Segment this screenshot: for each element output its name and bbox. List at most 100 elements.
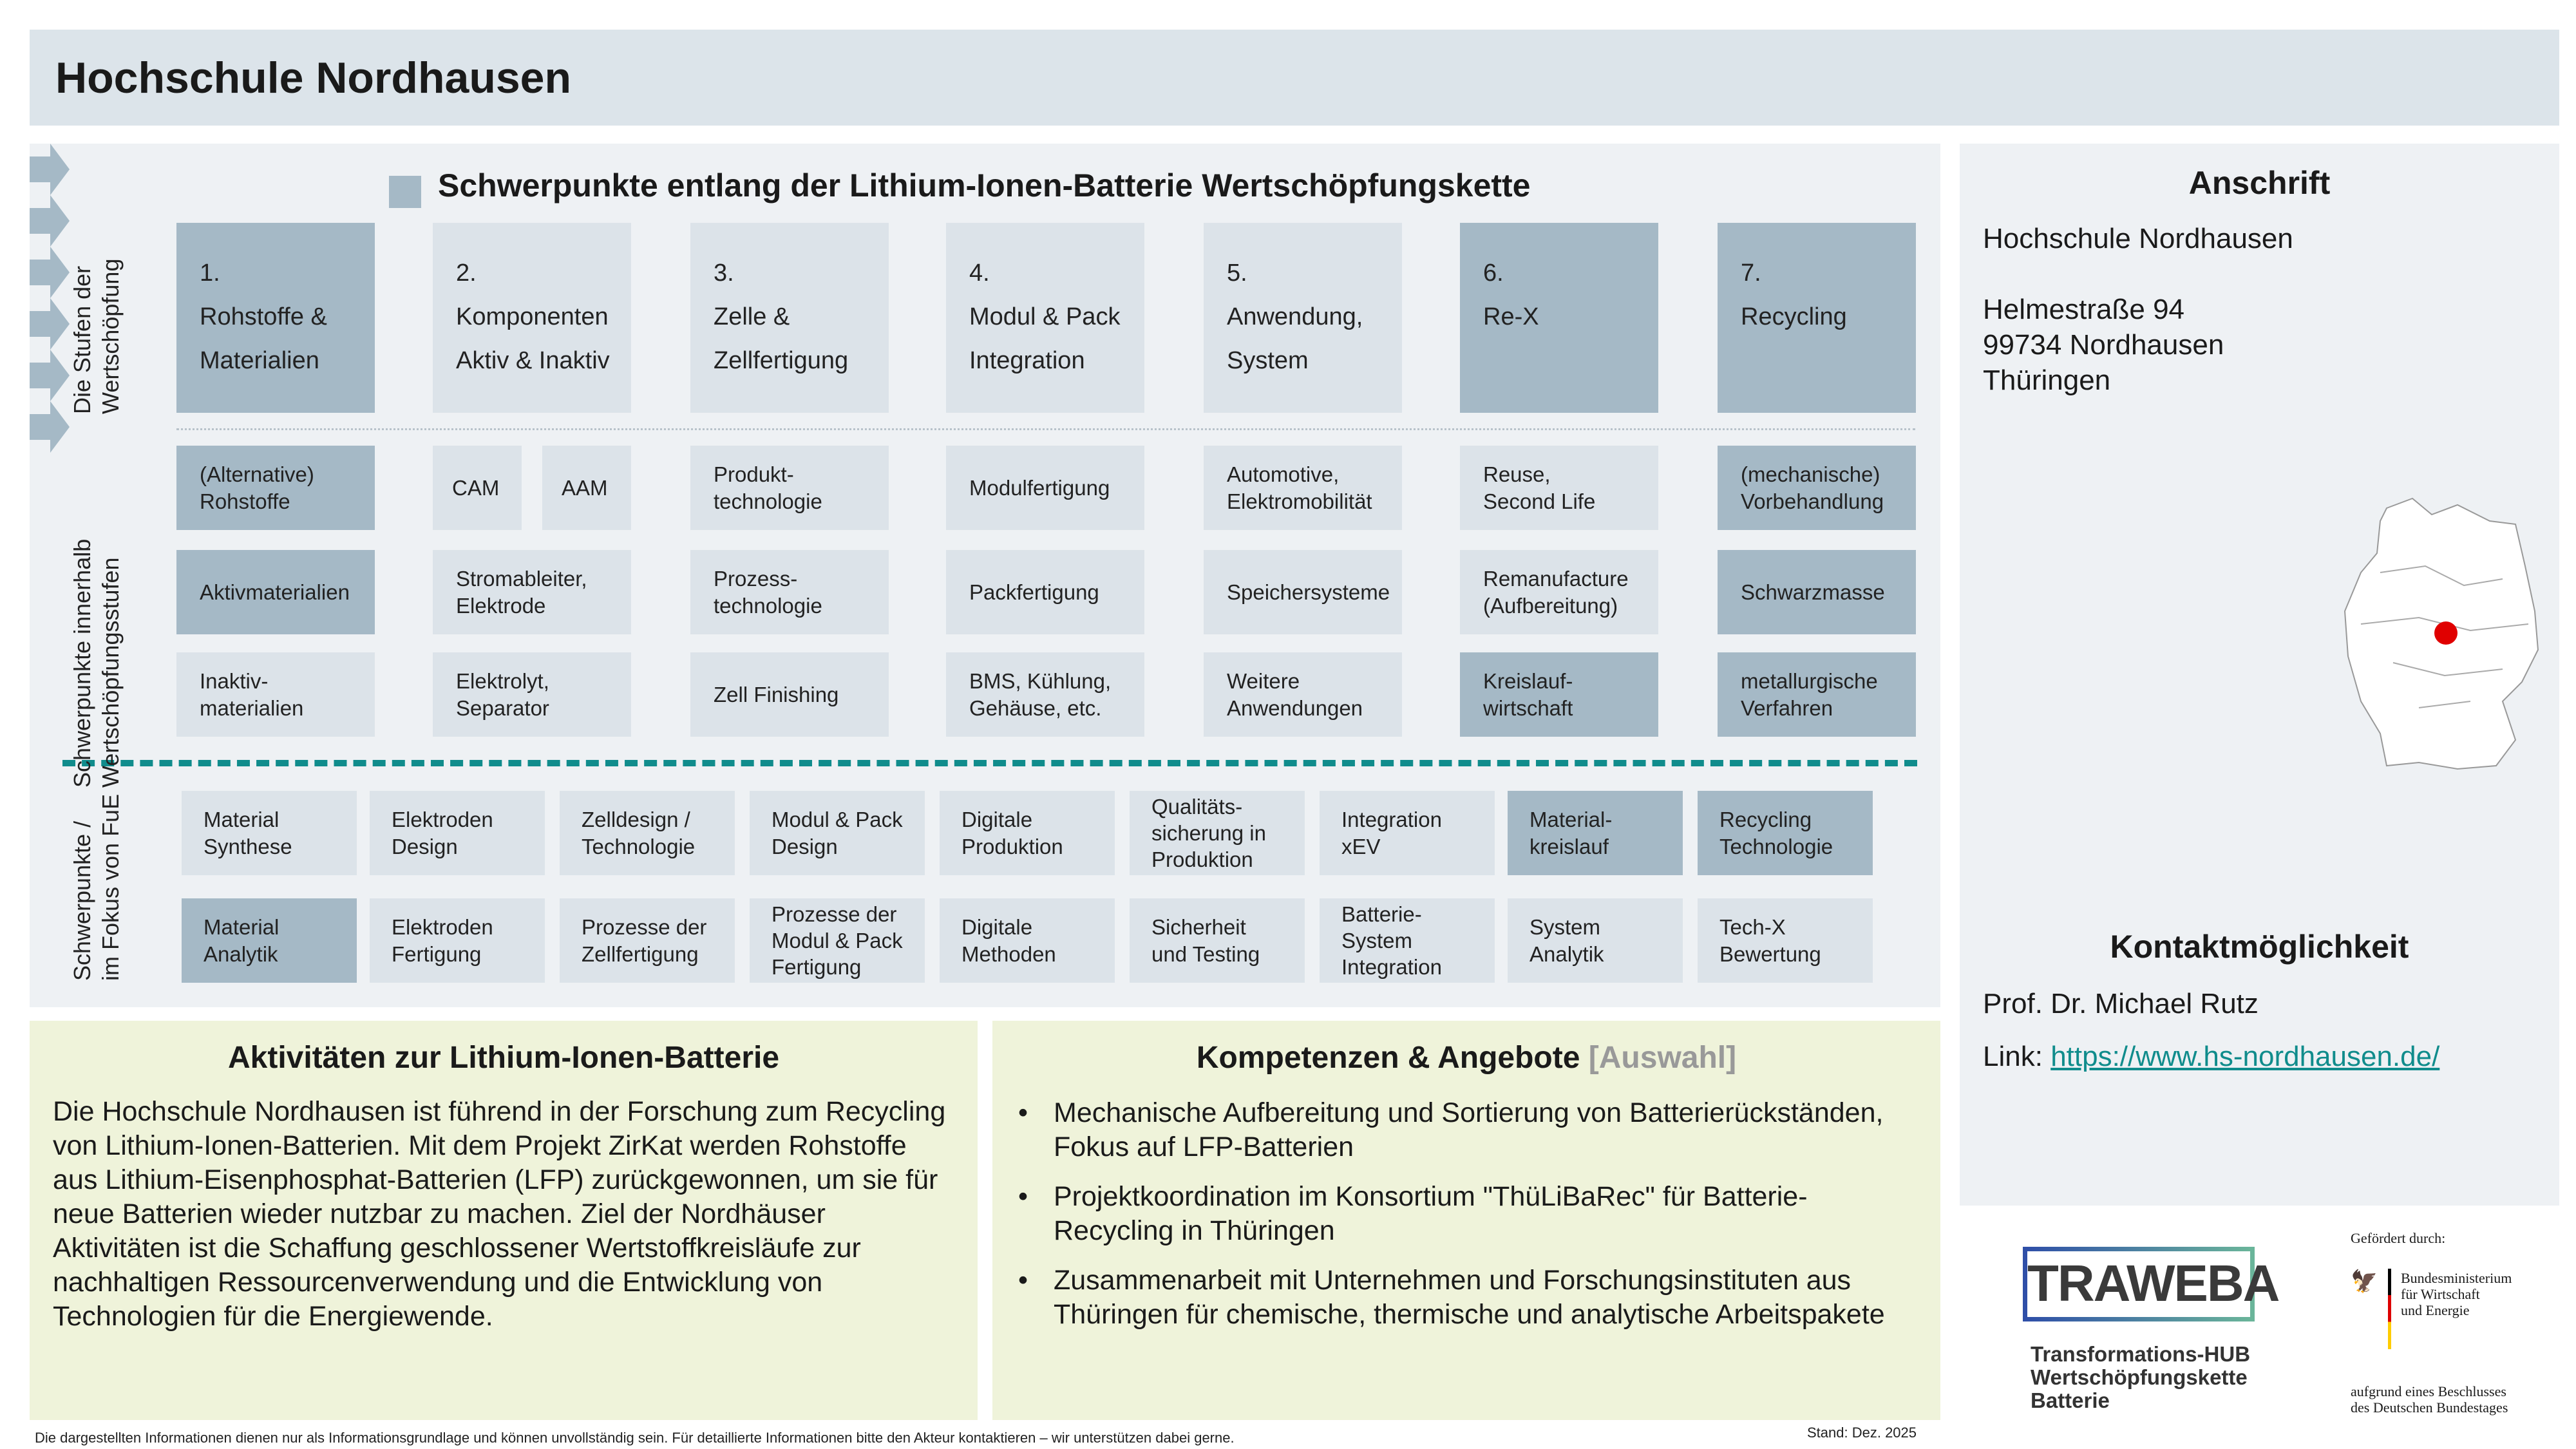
focus-text: Modulfertigung xyxy=(969,475,1110,500)
focus-text: Speichersysteme xyxy=(1227,580,1390,604)
focus-text: Reuse, Second Life xyxy=(1483,462,1596,513)
focus-box: Inaktiv- materialien xyxy=(176,652,375,737)
stage-box: 6. Re-X xyxy=(1460,223,1658,413)
fue-box: Qualitäts- sicherung in Produktion xyxy=(1130,791,1305,875)
stage-box: 3. Zelle & Zellfertigung xyxy=(690,223,889,413)
focus-box: Automotive, Elektromobilität xyxy=(1204,446,1402,530)
focus-box: BMS, Kühlung, Gehäuse, etc. xyxy=(946,652,1144,737)
contact-person: Prof. Dr. Michael Rutz xyxy=(1983,988,2259,1019)
stage-line: Zelle & xyxy=(714,303,790,330)
fue-text: Elektroden Fertigung xyxy=(392,915,493,966)
focus-text: Elektrolyt, Separator xyxy=(456,669,549,720)
focus-text: (Alternative) Rohstoffe xyxy=(200,462,314,513)
fue-divider xyxy=(62,760,1917,766)
stage-line: Recycling xyxy=(1741,303,1847,330)
fue-box: Prozesse der Zellfertigung xyxy=(560,898,735,983)
decision-line: aufgrund eines Beschlusses xyxy=(2351,1383,2506,1399)
flag-bar xyxy=(2388,1269,2391,1349)
stage-number: 2. xyxy=(456,260,477,287)
side-label: Schwerpunkte / im Fokus von FuE xyxy=(69,793,124,981)
stage-divider xyxy=(176,428,1915,430)
contact-title: Kontaktmöglichkeit xyxy=(2110,929,2409,965)
activities-text: Die Hochschule Nordhausen ist führend in… xyxy=(53,1096,946,1332)
fue-box: Tech-X Bewertung xyxy=(1698,898,1873,983)
focus-text: Packfertigung xyxy=(969,580,1099,604)
traweba-sub: Wertschöpfungskette xyxy=(2031,1365,2248,1389)
fue-box: Zelldesign / Technologie xyxy=(560,791,735,875)
website-link[interactable]: https://www.hs-nordhausen.de/ xyxy=(2050,1041,2440,1072)
side-label: Schwerpunkte innerhalb Wertschöpfungsstu… xyxy=(69,538,124,788)
fue-text: Zelldesign / Technologie xyxy=(582,808,696,858)
stage-line: Integration xyxy=(969,347,1085,374)
focus-text: Remanufacture (Aufbereitung) xyxy=(1483,567,1629,618)
fue-box: Recycling Technologie xyxy=(1698,791,1873,875)
arrow-right-icon xyxy=(30,144,70,195)
ministry-line: und Energie xyxy=(2401,1302,2470,1318)
focus-box: Produkt- technologie xyxy=(690,446,889,530)
focus-text: Inaktiv- materialien xyxy=(200,669,304,720)
stage-number: 6. xyxy=(1483,260,1504,287)
fue-text: Qualitäts- sicherung in Produktion xyxy=(1151,794,1266,872)
competences-title: Kompetenzen & Angebote xyxy=(1196,1041,1580,1075)
disclaimer: Die dargestellten Informationen dienen n… xyxy=(35,1430,1235,1446)
stage-box: 5. Anwendung, System xyxy=(1204,223,1402,413)
stage-number: 4. xyxy=(969,260,990,287)
arrow-right-icon xyxy=(30,298,70,350)
fue-text: Material- kreislauf xyxy=(1530,808,1613,858)
fue-box: Modul & Pack Design xyxy=(750,791,925,875)
stage-box: 4. Modul & Pack Integration xyxy=(946,223,1144,413)
stage-box: 7. Recycling xyxy=(1718,223,1916,413)
fue-box: Integration xEV xyxy=(1320,791,1495,875)
focus-text: BMS, Kühlung, Gehäuse, etc. xyxy=(969,669,1112,720)
chain-grid: Die Stufen der Wertschöpfung Schwerpunkte… xyxy=(30,144,1940,983)
focus-text: Prozess- technologie xyxy=(714,567,822,618)
focus-box: Reuse, Second Life xyxy=(1460,446,1658,530)
focus-box: Modulfertigung xyxy=(946,446,1144,530)
title-square-icon xyxy=(389,176,421,208)
focus-text: (mechanische) Vorbehandlung xyxy=(1741,462,1884,513)
fue-text: Batterie- System Integration xyxy=(1341,902,1442,980)
focus-text: Kreislauf- wirtschaft xyxy=(1483,669,1573,720)
focus-text: metallurgische Verfahren xyxy=(1741,669,1878,720)
stage-line: Materialien xyxy=(200,347,319,374)
side-label: Die Stufen der Wertschöpfung xyxy=(69,258,124,414)
address-street: Helmestraße 94 xyxy=(1983,294,2185,325)
focus-text: AAM xyxy=(562,475,608,500)
fue-box: Prozesse der Modul & Pack Fertigung xyxy=(750,898,925,983)
ministry-line: für Wirtschaft xyxy=(2401,1286,2480,1302)
fue-text: Sicherheit und Testing xyxy=(1151,915,1260,966)
stage-line: Modul & Pack xyxy=(969,303,1121,330)
focus-box: Prozess- technologie xyxy=(690,550,889,634)
stage-number: 7. xyxy=(1741,260,1761,287)
focus-text: Zell Finishing xyxy=(714,682,839,706)
header: Hochschule Nordhausen xyxy=(30,30,2559,126)
ministry-line: Bundesministerium xyxy=(2401,1270,2512,1286)
stage-number: 3. xyxy=(714,260,734,287)
focus-box: AAM xyxy=(542,446,631,530)
competence-item: Mechanische Aufbereitung und Sortierung … xyxy=(1018,1096,1915,1164)
focus-box: (mechanische) Vorbehandlung xyxy=(1718,446,1916,530)
focus-box: Weitere Anwendungen xyxy=(1204,652,1402,737)
focus-text: Schwarzmasse xyxy=(1741,580,1885,604)
fue-text: Material Analytik xyxy=(204,915,279,966)
stage-line: Anwendung, xyxy=(1227,303,1363,330)
contact-panel: Anschrift Hochschule Nordhausen Helmestr… xyxy=(1960,144,2559,1206)
address-city: 99734 Nordhausen xyxy=(1983,329,2224,361)
focus-box: Zell Finishing xyxy=(690,652,889,737)
fue-box: Digitale Methoden xyxy=(940,898,1115,983)
link-label: Link: xyxy=(1983,1041,2043,1072)
stage-number: 5. xyxy=(1227,260,1247,287)
competence-item: Projektkoordination im Konsortium "ThüLi… xyxy=(1018,1180,1915,1248)
fue-text: Integration xEV xyxy=(1341,808,1442,858)
focus-box: Schwarzmasse xyxy=(1718,550,1916,634)
traweba-logo: TRAWEBA xyxy=(2023,1247,2280,1321)
fue-box: Material Synthese xyxy=(182,791,357,875)
stage-box: 2. Komponenten Aktiv & Inaktiv xyxy=(433,223,631,413)
fue-box: Digitale Produktion xyxy=(940,791,1115,875)
activities-title: Aktivitäten zur Lithium-Ionen-Batterie xyxy=(227,1041,780,1075)
focus-box: Remanufacture (Aufbereitung) xyxy=(1460,550,1658,634)
arrow-right-icon xyxy=(30,195,70,247)
fue-box: Material Analytik xyxy=(182,898,357,983)
location-marker xyxy=(2434,621,2458,645)
arrow-right-icon xyxy=(30,401,70,453)
